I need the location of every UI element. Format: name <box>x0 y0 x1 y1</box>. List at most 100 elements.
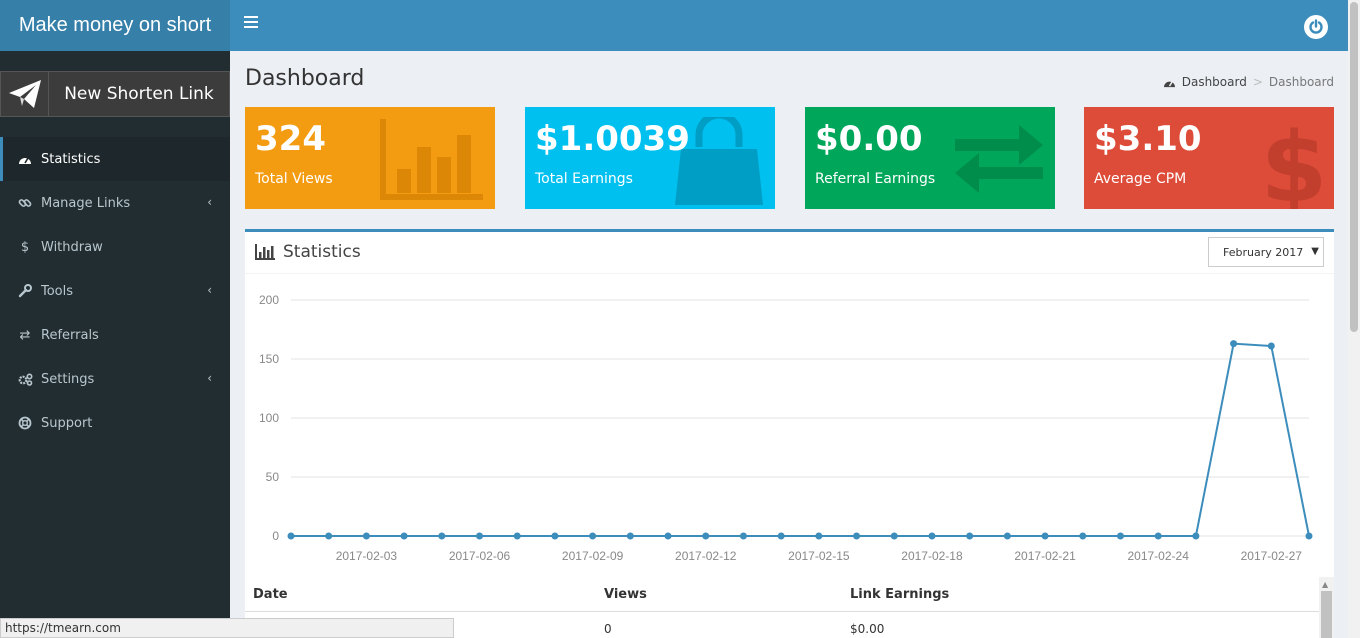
svg-text:$: $ <box>1264 117 1324 209</box>
data-point <box>551 532 559 540</box>
statistics-panel-header: Statistics February 2017 ▼ <box>245 232 1334 274</box>
month-select[interactable]: February 2017 ▼ <box>1208 237 1324 267</box>
table-scrollbar[interactable]: ▲ <box>1319 577 1334 638</box>
y-tick-label: 150 <box>259 352 279 366</box>
sidebar-item-label: Settings <box>41 371 95 387</box>
app-logo[interactable]: Make money on short <box>0 0 230 51</box>
exchange-icon: ⇄ <box>19 327 31 343</box>
total-views-value: 324 <box>255 119 326 159</box>
views-line-chart: 0 50 100 150 200 2017-02-03 2017-02-06 2017-02-… <box>259 293 1313 563</box>
data-point <box>589 532 597 540</box>
dashboard-icon <box>1163 80 1175 87</box>
y-tick-label: 50 <box>266 470 280 484</box>
total-earnings-value: $1.0039 <box>535 119 690 159</box>
sidebar-item-manage-links[interactable]: Manage Links ‹ <box>0 181 230 225</box>
data-point <box>287 532 295 540</box>
x-tick-label: 2017-02-21 <box>1014 549 1076 563</box>
bar-chart-icon <box>255 244 275 260</box>
sidebar-item-settings[interactable]: Settings ‹ <box>0 357 230 401</box>
data-point <box>1230 340 1238 348</box>
data-point <box>890 532 898 540</box>
life-ring-icon <box>17 415 33 431</box>
column-header-views[interactable]: Views <box>604 587 647 602</box>
breadcrumb-home-link[interactable]: Dashboard <box>1181 75 1247 89</box>
dollar-sign-icon: $ <box>1264 117 1324 209</box>
total-earnings-box: $1.0039 Total Earnings <box>525 107 775 209</box>
page-title: Dashboard <box>245 66 365 91</box>
x-tick-label: 2017-02-24 <box>1127 549 1189 563</box>
sidebar-item-label: Statistics <box>41 151 101 167</box>
paper-plane-icon <box>1 71 49 117</box>
data-point <box>362 532 370 540</box>
referral-earnings-value: $0.00 <box>815 119 923 159</box>
sidebar-item-referrals[interactable]: ⇄ Referrals <box>0 313 230 357</box>
statistics-panel: Statistics February 2017 ▼ 0 50 100 150 200 2… <box>245 229 1334 638</box>
data-point <box>1267 342 1275 350</box>
data-point <box>1192 532 1200 540</box>
average-cpm-value: $3.10 <box>1094 119 1202 159</box>
data-point <box>853 532 861 540</box>
data-point <box>626 532 634 540</box>
series-line <box>291 342 1310 537</box>
sidebar-item-label: Tools <box>41 283 74 299</box>
caret-down-icon: ▼ <box>1311 246 1319 257</box>
table-header-row: Date Views Link Earnings <box>245 580 1319 612</box>
x-tick-label: 2017-02-12 <box>675 549 737 563</box>
table-row: 0 $0.00 <box>245 612 1319 638</box>
x-tick-label: 2017-02-06 <box>449 549 511 563</box>
average-cpm-label: Average CPM <box>1094 171 1187 187</box>
total-earnings-label: Total Earnings <box>535 171 633 187</box>
total-views-box: 324 Total Views <box>245 107 495 209</box>
data-point <box>325 532 333 540</box>
status-bar-url: https://tmearn.com <box>0 618 454 638</box>
dollar-icon: $ <box>20 239 30 255</box>
top-navbar <box>230 0 1348 51</box>
data-point <box>400 532 408 540</box>
sidebar-item-withdraw[interactable]: $ Withdraw <box>0 225 230 269</box>
sidebar-item-tools[interactable]: Tools ‹ <box>0 269 230 313</box>
statistics-table: Date Views Link Earnings 0 $0.00 <box>245 580 1319 638</box>
data-point <box>966 532 974 540</box>
sidebar-item-label: Withdraw <box>41 239 103 255</box>
data-point <box>1003 532 1011 540</box>
link-icon <box>17 195 33 211</box>
sidebar-item-label: Manage Links <box>41 195 131 211</box>
total-views-label: Total Views <box>255 171 333 187</box>
data-point <box>1305 532 1313 540</box>
power-icon[interactable] <box>1304 15 1328 39</box>
referral-earnings-label: Referral Earnings <box>815 171 936 187</box>
new-shorten-link-label: New Shorten Link <box>64 84 214 104</box>
x-tick-label: 2017-02-27 <box>1241 549 1303 563</box>
statistics-title: Statistics <box>283 242 361 262</box>
x-tick-label: 2017-02-03 <box>336 549 398 563</box>
data-point <box>1116 532 1124 540</box>
sidebar-menu: Statistics Manage Links ‹ $ Withdraw Too… <box>0 137 230 445</box>
data-point <box>815 532 823 540</box>
data-point <box>513 532 521 540</box>
chevron-left-icon: ‹ <box>207 283 212 297</box>
wrench-icon <box>17 283 33 299</box>
x-tick-label: 2017-02-09 <box>562 549 624 563</box>
sidebar-toggle-icon[interactable] <box>244 16 258 30</box>
sidebar-item-statistics[interactable]: Statistics <box>0 137 230 181</box>
page-scrollbar[interactable] <box>1348 0 1360 638</box>
data-point <box>702 532 710 540</box>
sidebar-item-label: Referrals <box>41 327 99 343</box>
data-point <box>1079 532 1087 540</box>
column-header-link-earnings[interactable]: Link Earnings <box>850 587 950 602</box>
referral-earnings-box: $0.00 Referral Earnings <box>805 107 1055 209</box>
chevron-left-icon: ‹ <box>207 371 212 385</box>
column-header-date[interactable]: Date <box>253 587 288 602</box>
sidebar-item-support[interactable]: Support <box>0 401 230 445</box>
x-tick-label: 2017-02-15 <box>788 549 850 563</box>
sidebar: New Shorten Link Statistics Manage Links… <box>0 51 230 638</box>
x-tick-label: 2017-02-18 <box>901 549 963 563</box>
y-tick-label: 200 <box>259 293 279 307</box>
cell-link-earnings: $0.00 <box>850 622 885 636</box>
new-shorten-link-button[interactable]: New Shorten Link <box>0 71 230 117</box>
data-point <box>476 532 484 540</box>
breadcrumb-separator: > <box>1252 75 1263 89</box>
data-point <box>438 532 446 540</box>
y-tick-label: 0 <box>272 529 279 543</box>
data-point <box>777 532 785 540</box>
